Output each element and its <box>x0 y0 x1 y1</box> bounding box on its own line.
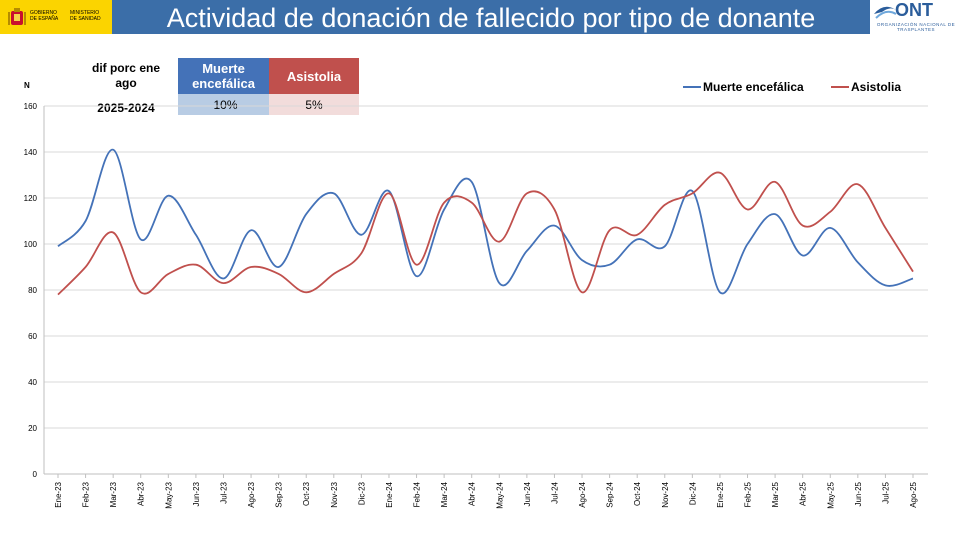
x-tick-label: Jun-24 <box>523 481 532 506</box>
legend-label-muerte-encefalica: Muerte encefálica <box>703 80 804 94</box>
x-tick-label: Ago-24 <box>578 481 587 507</box>
government-logo: GOBIERNO DE ESPAÑA MINISTERIO DE SANIDAD <box>0 0 112 34</box>
x-tick-label: Nov-23 <box>330 481 339 507</box>
x-tick-label: Sep-24 <box>606 481 615 507</box>
x-tick-label: Jun-25 <box>854 481 863 506</box>
x-tick-label: Oct-23 <box>302 481 311 506</box>
table-value-asistolia: 5% <box>269 94 359 115</box>
x-tick-label: Sep-23 <box>275 481 284 507</box>
y-tick-label: 40 <box>28 378 37 387</box>
y-tick-label: 120 <box>24 194 38 203</box>
y-axis-label: N <box>24 81 30 90</box>
x-tick-label: Mar-25 <box>771 481 780 507</box>
table-value-muerte-encefalica: -10% <box>178 94 269 115</box>
government-text: GOBIERNO DE ESPAÑA <box>30 10 59 22</box>
x-tick-label: Jul-23 <box>219 481 228 503</box>
x-tick-label: Ene-24 <box>385 481 394 507</box>
x-tick-label: Nov-24 <box>661 481 670 507</box>
page-title: Actividad de donación de fallecido por t… <box>166 3 816 33</box>
x-tick-label: Feb-25 <box>744 481 753 507</box>
table-header-muerte-encefalica: Muerte encefálica <box>178 58 269 94</box>
y-tick-label: 160 <box>24 102 38 111</box>
x-tick-label: Ago-23 <box>247 481 256 507</box>
y-tick-label: 100 <box>24 240 38 249</box>
x-tick-label: Abr-23 <box>137 481 146 506</box>
x-tick-label: May-25 <box>826 481 835 508</box>
table-header-asistolia: Asistolia <box>269 58 359 94</box>
x-tick-label: May-23 <box>164 481 173 508</box>
y-tick-label: 0 <box>33 470 38 479</box>
x-tick-label: Feb-23 <box>82 481 91 507</box>
ont-wave-icon <box>874 6 897 19</box>
x-tick-label: May-24 <box>495 481 504 508</box>
x-tick-label: Dic-23 <box>357 481 366 505</box>
x-tick-label: Jun-23 <box>192 481 201 506</box>
coat-of-arms-icon <box>8 8 26 25</box>
x-tick-label: Ene-25 <box>716 481 725 507</box>
x-tick-label: Dic-24 <box>688 481 697 505</box>
x-tick-label: Mar-23 <box>109 481 118 507</box>
x-tick-label: Feb-24 <box>413 481 422 507</box>
x-tick-label: Abr-25 <box>799 481 808 506</box>
series-line-muerte-encefalica <box>57 148 914 295</box>
y-tick-label: 20 <box>28 424 37 433</box>
series-line-asistolia <box>57 171 914 296</box>
period-label: 2025-2024 <box>97 101 155 115</box>
ministry-text: MINISTERIO DE SANIDAD <box>70 10 101 22</box>
legend-swatch-muerte-encefalica <box>683 86 701 88</box>
x-tick-label: Abr-24 <box>468 481 477 506</box>
x-tick-label: Oct-24 <box>633 481 642 506</box>
diff-label: dif porc ene ago <box>91 61 160 90</box>
x-tick-label: Jul-25 <box>881 481 890 503</box>
x-tick-label: Ago-25 <box>909 481 918 507</box>
legend-label-asistolia: Asistolia <box>851 80 902 94</box>
x-tick-label: Jul-24 <box>550 481 559 503</box>
x-tick-label: Ene-23 <box>54 481 63 507</box>
y-tick-label: 60 <box>28 332 37 341</box>
y-tick-label: 140 <box>24 148 38 157</box>
ont-name: ONT <box>895 0 933 20</box>
y-tick-label: 80 <box>28 286 37 295</box>
ont-fullname: ORGANIZACIÓN NACIONAL DE TRASPLANTES <box>876 22 956 32</box>
x-tick-label: Mar-24 <box>440 481 449 507</box>
legend-swatch-asistolia <box>831 86 849 88</box>
title-band: Actividad de donación de fallecido por t… <box>112 0 870 34</box>
